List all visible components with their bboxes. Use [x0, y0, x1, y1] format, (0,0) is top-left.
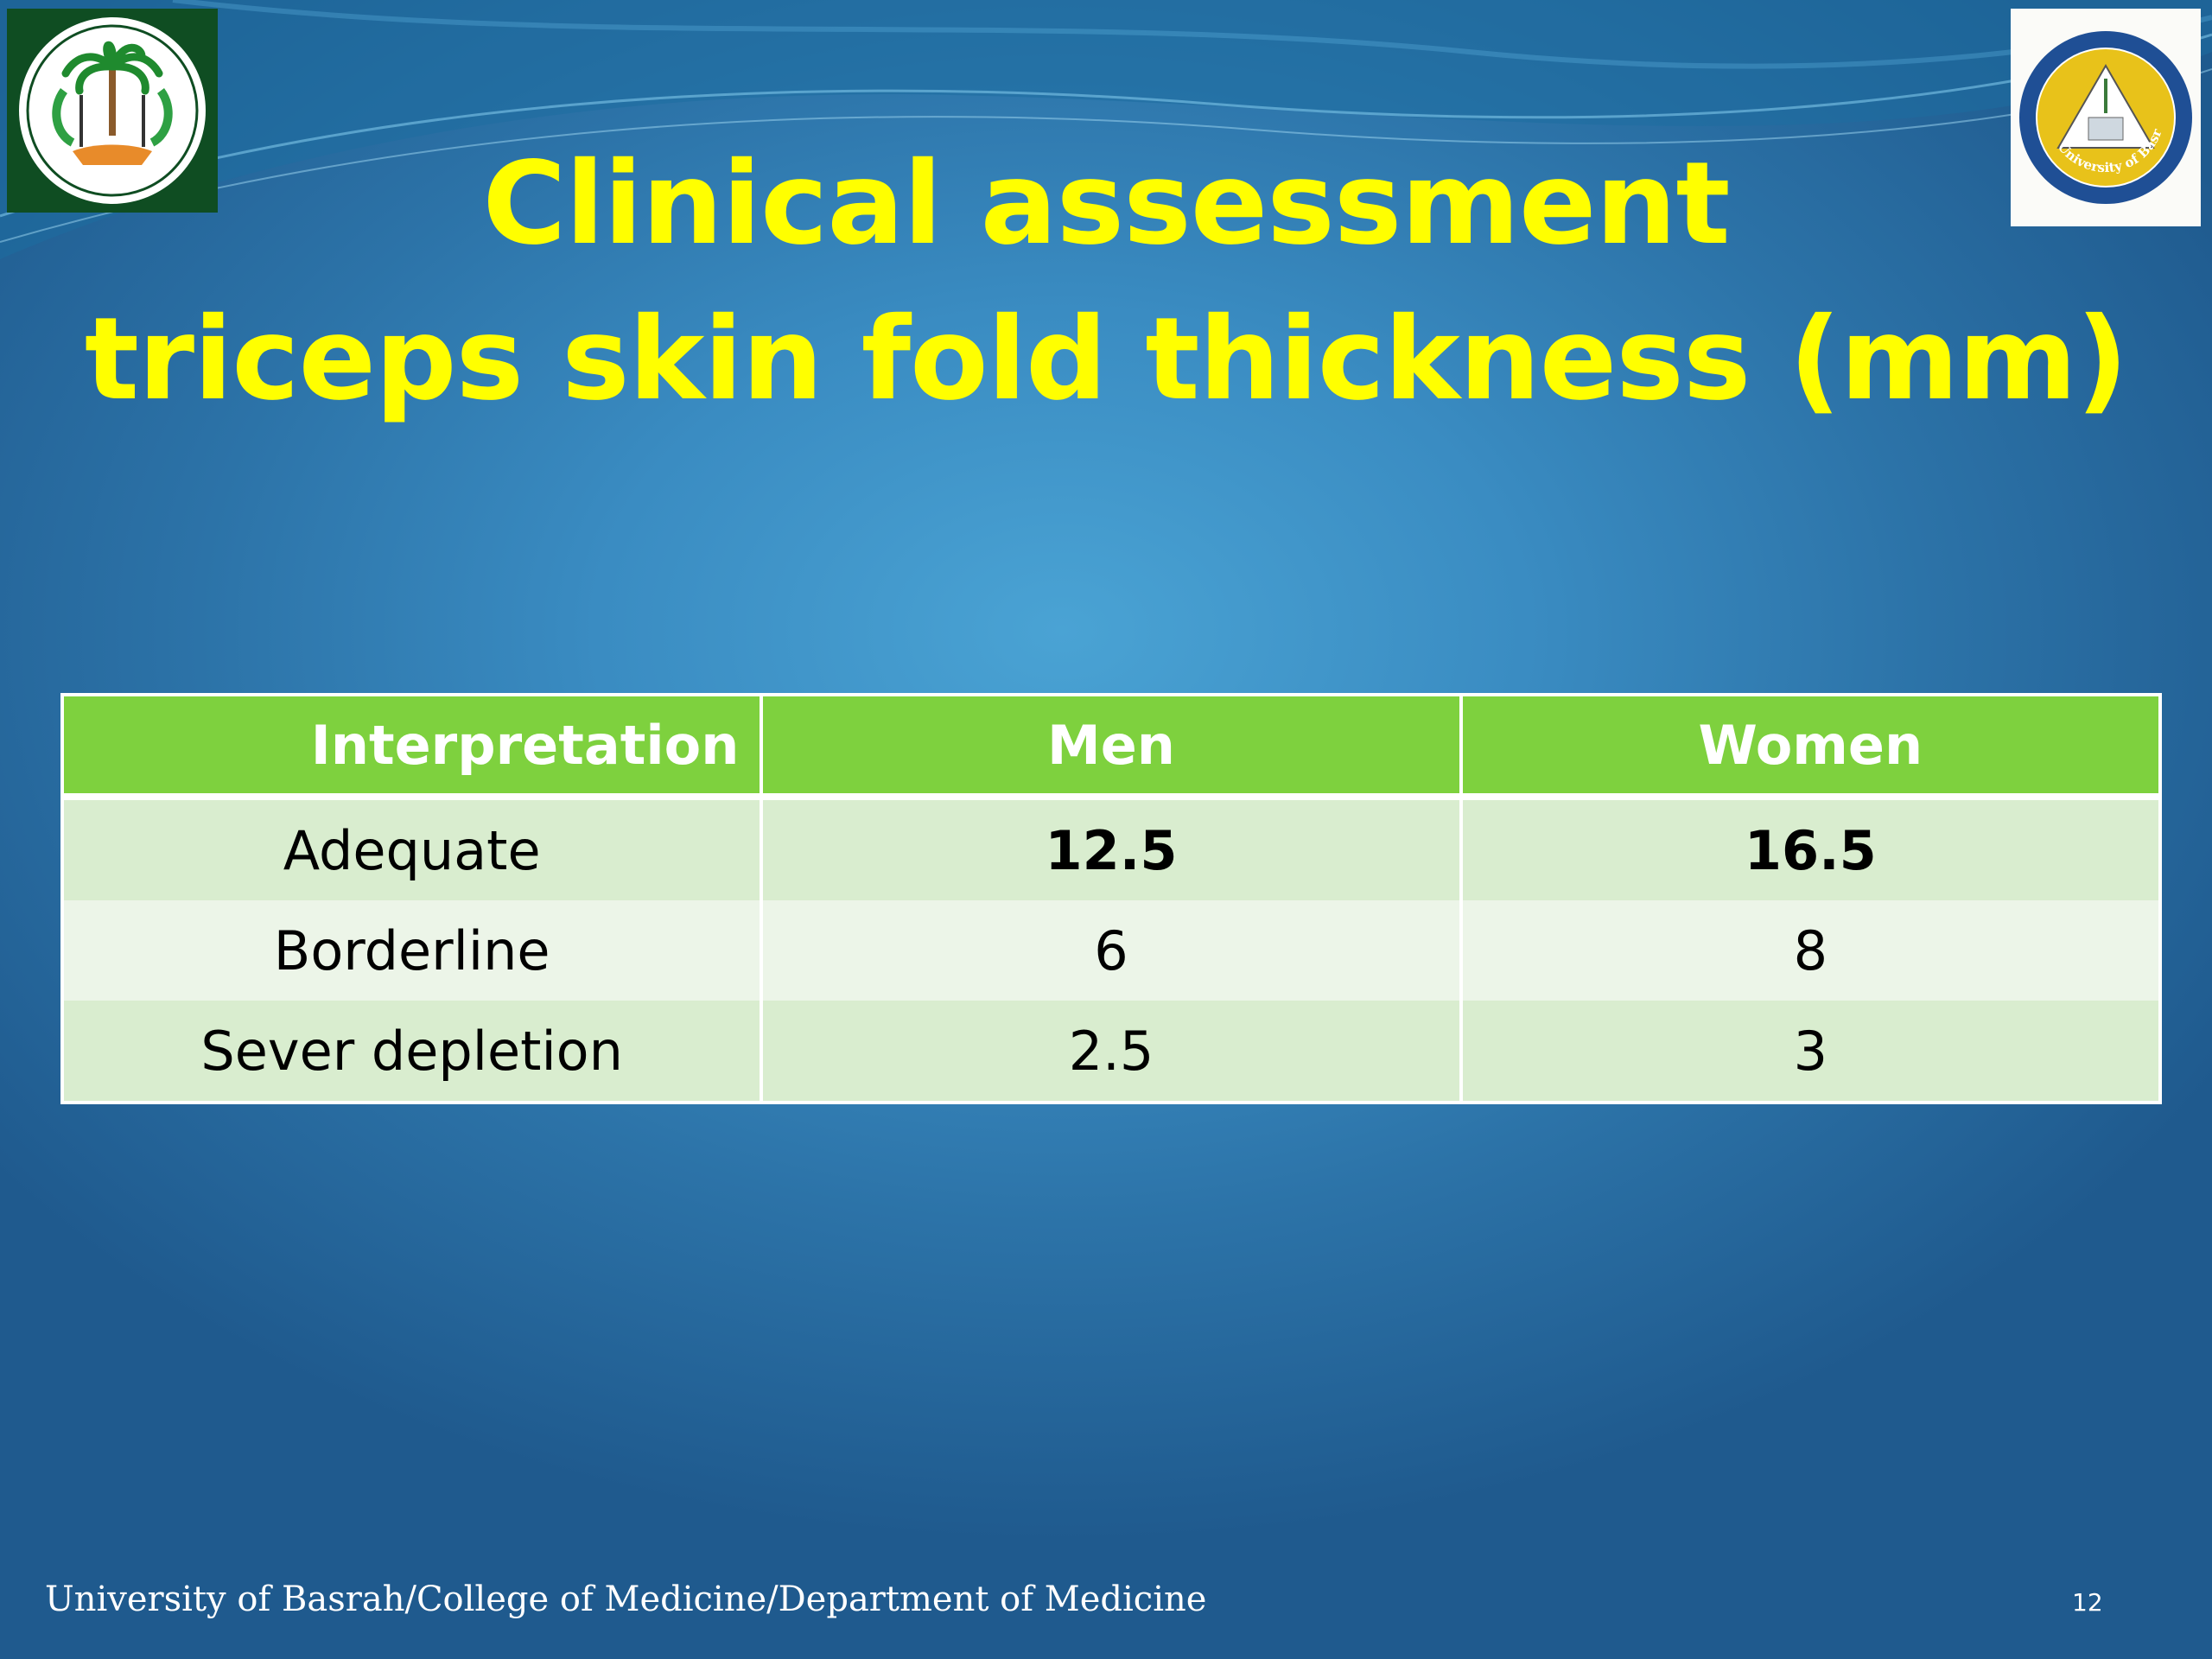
iraqi-ministry-emblem-icon — [19, 17, 206, 204]
university-of-basrah-seal-icon: University of Basrah — [2015, 27, 2192, 204]
table-header-row: Interpretation Men Women — [60, 693, 2163, 800]
ministry-emblem-logo — [7, 9, 218, 213]
table-row: Adequate 12.5 16.5 — [60, 797, 2163, 900]
cell-women: 3 — [1459, 1001, 2163, 1104]
cell-interpretation: Borderline — [60, 900, 764, 1001]
cell-interpretation: Adequate — [60, 797, 764, 900]
header-women: Women — [1459, 693, 2163, 800]
cell-interpretation: Sever depletion — [60, 1001, 764, 1104]
table-row: Sever depletion 2.5 3 — [60, 1001, 2163, 1104]
page-number: 12 — [2072, 1588, 2103, 1617]
header-waves — [0, 0, 2212, 259]
slide-footer: University of Basrah/College of Medicine… — [45, 1580, 1207, 1619]
cell-women: 8 — [1459, 900, 2163, 1001]
university-of-basrah-logo: University of Basrah — [2011, 9, 2201, 226]
table-row: Borderline 6 8 — [60, 900, 2163, 1001]
skinfold-table: Interpretation Men Women Adequate 12.5 1… — [60, 693, 2163, 1104]
slide-title-line-2: triceps skin fold thickness (mm) — [84, 293, 2128, 426]
cell-men: 12.5 — [760, 797, 1463, 900]
slide-title-line-1: Clinical assessment — [482, 137, 1730, 270]
cell-women: 16.5 — [1459, 797, 2163, 900]
cell-men: 2.5 — [760, 1001, 1463, 1104]
cell-men: 6 — [760, 900, 1463, 1001]
header-men: Men — [760, 693, 1463, 800]
header-interpretation: Interpretation — [60, 693, 764, 800]
